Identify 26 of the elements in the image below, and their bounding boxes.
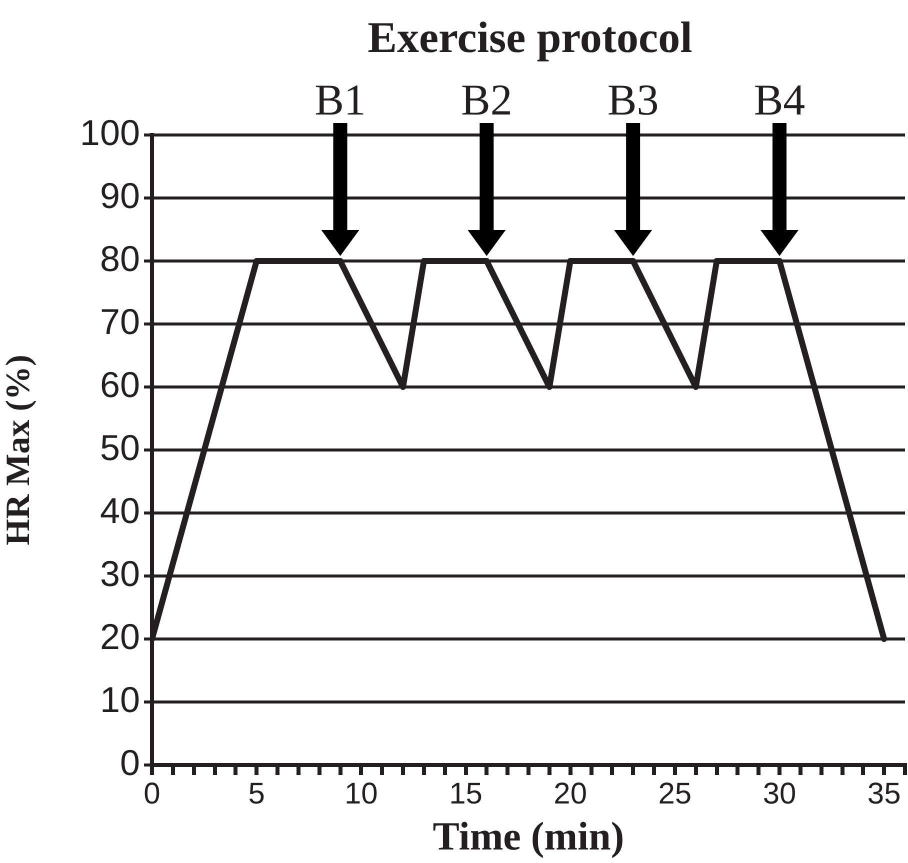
y-tick-label: 70 — [100, 300, 140, 342]
y-tick-label: 0 — [120, 742, 140, 783]
y-tick-label: 10 — [100, 678, 140, 720]
text: B2 — [460, 76, 512, 125]
text: B4 — [754, 76, 806, 125]
x-tick-label: 5 — [248, 777, 265, 810]
y-tick-label: 20 — [100, 616, 140, 657]
x-tick-label: 20 — [554, 777, 588, 810]
y-axis-title: HR Max (%) — [0, 354, 38, 546]
y-tick-label: 40 — [100, 490, 140, 531]
y-tick-label: 90 — [100, 174, 140, 216]
x-tick-label: 25 — [658, 777, 692, 810]
y-tick-label: 80 — [100, 238, 140, 279]
x-axis-title: Time (min) — [432, 813, 624, 858]
text: B1 — [314, 76, 366, 125]
text: B3 — [607, 76, 659, 125]
chart-title: Exercise protocol — [366, 12, 694, 63]
x-tick-label: 15 — [449, 777, 482, 810]
x-tick-label: 35 — [867, 777, 901, 810]
y-tick-label: 60 — [100, 364, 140, 405]
y-tick-label: 100 — [80, 112, 140, 153]
x-tick-label: 10 — [344, 777, 378, 810]
x-tick-label: 0 — [144, 777, 160, 810]
y-tick-label: 30 — [100, 552, 140, 594]
x-tick-label: 30 — [762, 777, 796, 810]
y-tick-label: 50 — [100, 426, 140, 468]
